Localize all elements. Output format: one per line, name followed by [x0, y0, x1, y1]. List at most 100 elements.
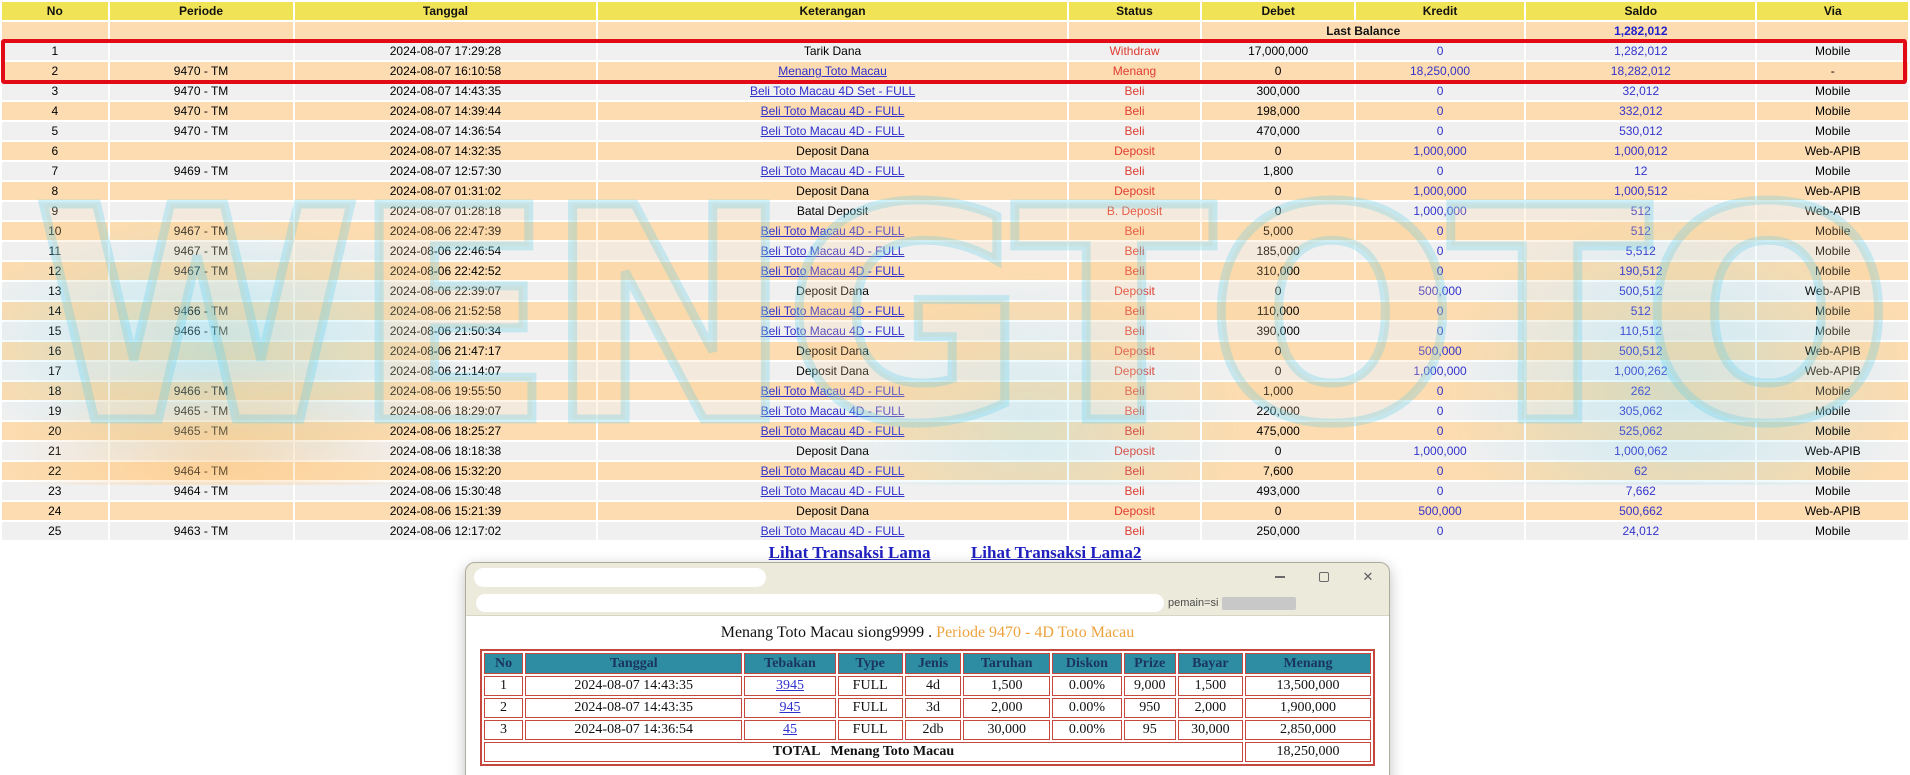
- table-row: 9 2024-08-07 01:28:18 Batal Deposit B. Depo…: [2, 202, 1908, 220]
- keterangan-link[interactable]: Beli Toto Macau 4D - FULL: [760, 164, 905, 178]
- cell-saldo: 190,512: [1526, 262, 1756, 280]
- lihat-transaksi-lama2-link[interactable]: Lihat Transaksi Lama2: [970, 543, 1142, 562]
- keterangan-link[interactable]: Beli Toto Macau 4D Set - FULL: [749, 84, 916, 98]
- cell-saldo: 332,012: [1526, 102, 1756, 120]
- cell-debet: 475,000: [1202, 422, 1354, 440]
- maximize-button[interactable]: [1317, 570, 1331, 584]
- win-column-header-diskon: Diskon: [1052, 653, 1122, 674]
- cell-via: Mobile: [1757, 42, 1908, 60]
- cell-status: Beli: [1068, 102, 1201, 120]
- popup-heading-player: Menang Toto Macau siong9999 .: [720, 624, 933, 641]
- keterangan-link[interactable]: Beli Toto Macau 4D - FULL: [760, 244, 905, 258]
- last-balance-row: Last Balance 1,282,012: [2, 22, 1908, 40]
- cell-saldo: 305,062: [1526, 402, 1756, 420]
- popup-titlebar[interactable]: ✕: [466, 563, 1389, 591]
- cell-saldo: 530,012: [1526, 122, 1756, 140]
- cell-periode: [109, 362, 293, 380]
- cell-debet: 17,000,000: [1202, 42, 1354, 60]
- cell-kredit: 0: [1355, 162, 1525, 180]
- cell-saldo: 262: [1526, 382, 1756, 400]
- cell-via: Mobile: [1757, 462, 1908, 480]
- keterangan-link[interactable]: Beli Toto Macau 4D - FULL: [760, 104, 905, 118]
- table-row: 21 2024-08-06 18:18:38 Deposit Dana Deposit…: [2, 442, 1908, 460]
- keterangan-link[interactable]: Beli Toto Macau 4D - FULL: [760, 524, 905, 538]
- keterangan-link[interactable]: Menang Toto Macau: [778, 64, 887, 78]
- popup-content: Menang Toto Macau siong9999 . Periode 94…: [466, 616, 1389, 775]
- popup-address-bar[interactable]: pemain=si: [466, 591, 1389, 616]
- table-row: 17 2024-08-06 21:14:07 Deposit Dana Deposit…: [2, 362, 1908, 380]
- cell-status: Beli: [1068, 482, 1201, 500]
- cell-saldo: 24,012: [1526, 522, 1756, 540]
- cell-periode: 9466 - TM: [109, 382, 293, 400]
- cell-no: 13: [2, 282, 108, 300]
- keterangan-link[interactable]: Beli Toto Macau 4D - FULL: [760, 424, 905, 438]
- keterangan-link[interactable]: Beli Toto Macau 4D - FULL: [760, 464, 905, 478]
- tebakan-link[interactable]: 3945: [775, 678, 804, 693]
- cell-status: Deposit: [1068, 442, 1201, 460]
- cell-periode: 9467 - TM: [109, 262, 293, 280]
- cell-no: 14: [2, 302, 108, 320]
- lihat-transaksi-lama-link[interactable]: Lihat Transaksi Lama: [768, 543, 931, 562]
- cell-no: 19: [2, 402, 108, 420]
- table-row: 15 9466 - TM 2024-08-06 21:50:34 Beli Toto …: [2, 322, 1908, 340]
- win-cell-prize: 95: [1123, 720, 1176, 740]
- cell-no: 25: [2, 522, 108, 540]
- cell-kredit: 1,000,000: [1355, 442, 1525, 460]
- table-row: 3 9470 - TM 2024-08-07 14:43:35 Beli Toto M…: [2, 82, 1908, 100]
- cell-status: Deposit: [1068, 362, 1201, 380]
- win-column-header-tebakan: Tebakan: [744, 653, 836, 674]
- keterangan-link[interactable]: Beli Toto Macau 4D - FULL: [760, 404, 905, 418]
- cell-periode: 9469 - TM: [109, 162, 293, 180]
- cell-saldo: 1,000,012: [1526, 142, 1756, 160]
- keterangan-link[interactable]: Beli Toto Macau 4D - FULL: [760, 264, 905, 278]
- cell-saldo: 12: [1526, 162, 1756, 180]
- keterangan-link[interactable]: Beli Toto Macau 4D - FULL: [760, 484, 905, 498]
- cell-debet: 470,000: [1202, 122, 1354, 140]
- cell-status: Deposit: [1068, 502, 1201, 520]
- cell-keterangan: Deposit Dana: [598, 502, 1067, 520]
- cell-keterangan: Deposit Dana: [598, 442, 1067, 460]
- cell-periode: 9465 - TM: [109, 422, 293, 440]
- redacted-player-name: [1222, 596, 1297, 610]
- cell-via: Mobile: [1757, 122, 1908, 140]
- win-cell-prize: 9,000: [1123, 676, 1176, 696]
- cell-kredit: 0: [1355, 222, 1525, 240]
- minimize-button[interactable]: [1273, 570, 1287, 584]
- cell-via: Web-APIB: [1757, 282, 1908, 300]
- winnings-total-row: TOTAL Menang Toto Macau 18,250,000: [484, 742, 1371, 762]
- cell-no: 15: [2, 322, 108, 340]
- column-header-saldo: Saldo: [1526, 2, 1756, 20]
- cell-via: Mobile: [1757, 322, 1908, 340]
- keterangan-link[interactable]: Beli Toto Macau 4D - FULL: [760, 224, 905, 238]
- keterangan-link[interactable]: Beli Toto Macau 4D - FULL: [760, 324, 905, 338]
- table-header-row: No Periode Tanggal Keterangan Status Debet Kre…: [2, 2, 1908, 20]
- close-button[interactable]: ✕: [1361, 570, 1375, 585]
- tebakan-link[interactable]: 45: [782, 722, 797, 737]
- keterangan-link[interactable]: Beli Toto Macau 4D - FULL: [760, 384, 905, 398]
- win-cell-diskon: 0.00%: [1052, 676, 1122, 696]
- cell-no: 11: [2, 242, 108, 260]
- keterangan-link[interactable]: Beli Toto Macau 4D - FULL: [760, 304, 905, 318]
- cell-no: 2: [2, 62, 108, 80]
- cell-no: 12: [2, 262, 108, 280]
- cell-saldo: 500,512: [1526, 342, 1756, 360]
- cell-saldo: 18,282,012: [1526, 62, 1756, 80]
- keterangan-link[interactable]: Beli Toto Macau 4D - FULL: [760, 124, 905, 138]
- transactions-table: No Periode Tanggal Keterangan Status Debet Kre…: [0, 0, 1910, 542]
- winnings-row: 3 2024-08-07 14:36:54 45 FULL 2db 30,000 0.00%…: [484, 720, 1371, 740]
- cell-no: 17: [2, 362, 108, 380]
- table-row: 24 2024-08-06 15:21:39 Deposit Dana Deposit…: [2, 502, 1908, 520]
- tebakan-link[interactable]: 945: [779, 700, 801, 715]
- cell-saldo: 1,000,512: [1526, 182, 1756, 200]
- maximize-icon: [1319, 572, 1329, 582]
- cell-kredit: 0: [1355, 302, 1525, 320]
- win-cell-menang: 1,900,000: [1244, 698, 1371, 718]
- table-row: 20 9465 - TM 2024-08-06 18:25:27 Beli Toto …: [2, 422, 1908, 440]
- cell-periode: 9470 - TM: [109, 82, 293, 100]
- column-header-periode: Periode: [109, 2, 293, 20]
- column-header-no: No: [2, 2, 108, 20]
- win-column-header-jenis: Jenis: [904, 653, 962, 674]
- cell-kredit: 0: [1355, 102, 1525, 120]
- cell-periode: [109, 442, 293, 460]
- cell-saldo: 512: [1526, 202, 1756, 220]
